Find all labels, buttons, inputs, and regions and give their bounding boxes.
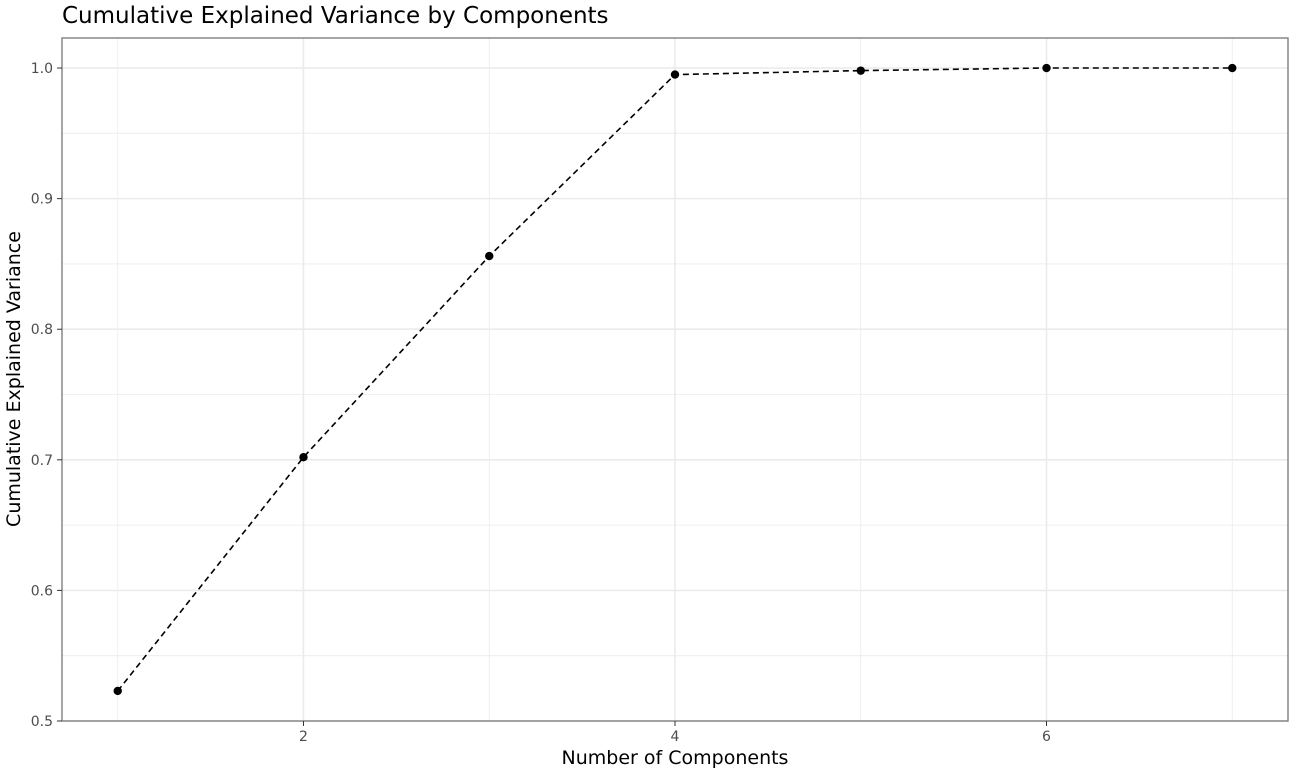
y-tick-label: 0.9 — [31, 192, 53, 208]
data-point — [856, 66, 865, 75]
grid-lines — [62, 38, 1288, 722]
data-point — [113, 686, 122, 696]
data-point — [1042, 63, 1051, 73]
x-axis-title: Number of Components — [562, 747, 789, 769]
x-tick-label: 2 — [299, 729, 308, 745]
data-points — [113, 63, 1237, 696]
data-point — [299, 453, 308, 462]
data-point — [670, 70, 680, 79]
data-point — [1228, 63, 1237, 73]
y-tick-label: 0.6 — [31, 583, 53, 599]
x-tick-label: 6 — [1042, 729, 1051, 745]
y-tick-label: 0.7 — [31, 453, 53, 469]
x-tick-label: 4 — [671, 729, 680, 745]
y-tick-label: 0.5 — [31, 714, 53, 730]
data-point — [485, 251, 494, 261]
y-axis-title: Cumulative Explained Variance — [3, 231, 25, 527]
axis-ticks: 2 4 6 0.5 0.6 0.7 0.8 0.9 1.0 — [31, 61, 1051, 745]
chart-title: Cumulative Explained Variance by Compone… — [62, 3, 609, 29]
y-tick-label: 0.8 — [31, 322, 53, 338]
y-tick-label: 1.0 — [31, 61, 53, 77]
